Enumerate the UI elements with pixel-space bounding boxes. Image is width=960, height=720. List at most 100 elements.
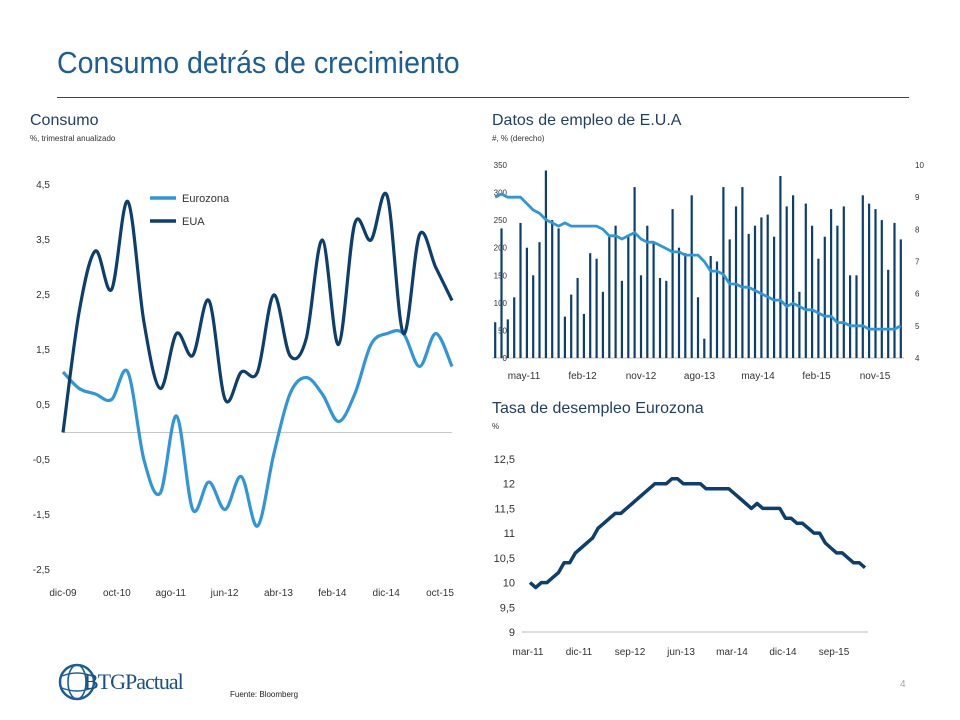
empleo-bar <box>760 217 763 358</box>
empleo-bar <box>532 275 535 358</box>
empleo-y-left-tick-label: 350 <box>494 161 508 170</box>
empleo-bar <box>722 187 725 358</box>
empleo-bar <box>690 195 693 358</box>
empleo-bar <box>766 214 769 358</box>
consumo-y-tick-label: 3,5 <box>36 235 50 246</box>
desempleo-series-line <box>528 477 867 590</box>
empleo-bar <box>836 225 839 358</box>
empleo-y-right-tick-label: 8 <box>915 225 920 234</box>
consumo-legend-label: Eurozona <box>182 193 230 205</box>
empleo-bar <box>823 236 826 358</box>
empleo-bar <box>855 275 858 358</box>
desempleo-y-tick-label: 12 <box>503 479 515 491</box>
empleo-bar <box>614 225 617 358</box>
empleo-bar <box>652 242 655 358</box>
empleo-bar <box>804 203 807 358</box>
consumo-x-tick-label: ago-11 <box>156 588 187 599</box>
empleo-y-right-tick-label: 5 <box>915 322 920 331</box>
empleo-chart-title: Datos de empleo de E.U.A <box>492 112 682 129</box>
empleo-bar <box>677 247 681 358</box>
empleo-unemployment-line <box>494 192 902 331</box>
consumo-series-line-eua <box>61 191 454 433</box>
consumo-y-tick-label: 0,5 <box>36 400 50 411</box>
desempleo-x-tick-label: sep-15 <box>819 647 850 658</box>
empleo-bar <box>696 297 700 358</box>
empleo-y-right-tick-label: 9 <box>915 193 920 202</box>
empleo-x-tick-label: nov-12 <box>626 371 657 382</box>
consumo-y-tick-label: -0,5 <box>33 455 51 466</box>
empleo-bar <box>563 316 566 358</box>
empleo-bar <box>684 253 687 358</box>
empleo-x-tick-label: feb-12 <box>568 371 597 382</box>
page-number: 4 <box>900 679 906 690</box>
consumo-x-tick-label: feb-14 <box>318 588 347 599</box>
empleo-bar <box>576 278 579 358</box>
empleo-bar <box>620 280 623 358</box>
empleo-bar <box>601 291 604 358</box>
consumo-x-tick-label: dic-09 <box>49 588 77 599</box>
desempleo-x-tick-label: mar-11 <box>513 647 544 658</box>
consumo-y-tick-label: 2,5 <box>36 290 50 301</box>
consumo-y-tick-label: 4,5 <box>36 180 50 191</box>
consumo-y-tick-label: -2,5 <box>33 565 51 576</box>
desempleo-y-tick-label: 12,5 <box>494 454 515 466</box>
empleo-bar <box>525 247 528 358</box>
empleo-bar <box>582 313 585 358</box>
empleo-y-right-tick-label: 7 <box>915 258 920 267</box>
desempleo-y-tick-label: 11,5 <box>494 503 515 515</box>
consumo-x-tick-label: abr-13 <box>264 588 293 599</box>
empleo-y-right-tick-label: 4 <box>915 354 920 363</box>
consumo-legend-label: EUA <box>182 216 205 228</box>
empleo-bar <box>773 236 776 358</box>
desempleo-x-tick-label: dic-11 <box>566 647 593 658</box>
empleo-x-tick-label: may-11 <box>508 371 541 382</box>
empleo-y-left-tick-label: 0 <box>503 354 508 363</box>
consumo-y-tick-label: 1,5 <box>36 345 50 356</box>
empleo-bar <box>874 209 877 358</box>
consumo-x-tick-label: jun-12 <box>210 588 239 599</box>
desempleo-chart-title: Tasa de desempleo Eurozona <box>492 400 704 417</box>
empleo-bar <box>513 297 516 358</box>
empleo-bar <box>868 203 871 358</box>
empleo-bar <box>639 275 643 358</box>
empleo-bar <box>646 225 649 358</box>
empleo-bar <box>899 239 902 358</box>
empleo-bar <box>665 280 668 358</box>
empleo-bar <box>747 233 750 358</box>
title-divider <box>57 97 909 98</box>
consumo-chart-subtitle: %, trimestral anualizado <box>30 134 116 143</box>
consumo-x-tick-label: dic-14 <box>373 588 401 599</box>
empleo-bar <box>633 187 636 358</box>
empleo-bar <box>658 278 662 358</box>
desempleo-y-tick-label: 10,5 <box>494 553 515 565</box>
empleo-bar <box>811 225 814 358</box>
empleo-bar <box>785 206 788 358</box>
empleo-x-tick-label: feb-15 <box>802 371 831 382</box>
empleo-bar <box>703 338 706 358</box>
empleo-bar <box>627 236 630 358</box>
empleo-bar <box>709 256 712 358</box>
empleo-bar <box>779 176 782 358</box>
empleo-bar <box>506 319 509 358</box>
empleo-bar <box>715 261 719 358</box>
empleo-bar <box>830 209 833 358</box>
empleo-bar <box>500 228 503 358</box>
empleo-bar <box>589 253 592 358</box>
empleo-bar <box>544 170 547 358</box>
empleo-x-tick-label: may-14 <box>741 371 775 382</box>
empleo-bar <box>792 195 795 358</box>
empleo-bar <box>671 209 674 358</box>
btg-logo: BTGPactual <box>58 661 198 705</box>
consumo-x-tick-label: oct-10 <box>103 588 131 599</box>
consumo-chart-title: Consumo <box>30 112 99 129</box>
empleo-bar <box>880 220 883 358</box>
empleo-bar <box>893 222 896 358</box>
empleo-bar <box>595 258 598 358</box>
empleo-y-left-tick-label: 250 <box>494 216 508 225</box>
empleo-bar <box>798 291 801 358</box>
empleo-y-left-tick-label: 50 <box>498 326 507 335</box>
empleo-bar <box>570 294 573 358</box>
empleo-bar <box>551 220 554 358</box>
desempleo-y-tick-label: 9 <box>509 627 515 639</box>
